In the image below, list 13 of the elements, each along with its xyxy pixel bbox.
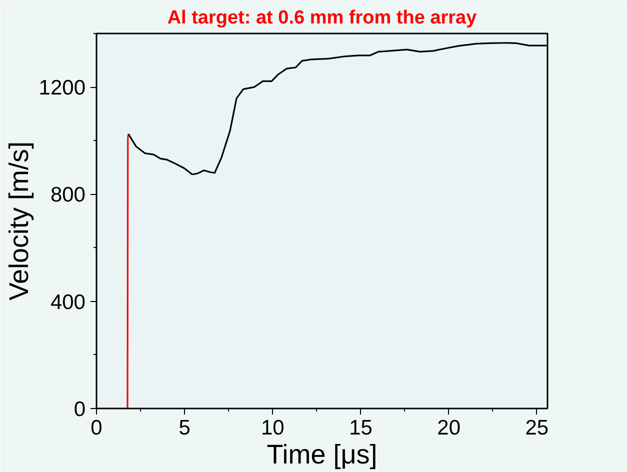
x-tick-label: 15 [349,416,372,440]
x-tick-label: 25 [525,416,549,440]
y-tick-label: 1200 [38,76,86,100]
x-tick-label: 20 [437,416,461,440]
y-tick-label: 400 [50,290,86,314]
y-tick-label: 800 [50,184,86,207]
x-tick-label: 5 [178,416,190,440]
y-tick-label: 0 [74,398,86,421]
chart-title: Al target: at 0.6 mm from the array [167,8,478,28]
x-axis-title: Time [μs] [266,440,378,470]
x-tick-label: 0 [90,416,102,440]
y-axis-title: Velocity [m/s] [4,141,34,301]
x-tick-label: 10 [260,416,284,440]
